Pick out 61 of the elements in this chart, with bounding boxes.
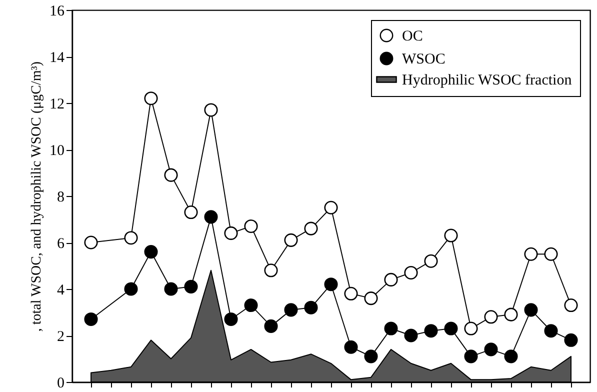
point xyxy=(404,266,418,280)
point xyxy=(224,226,238,240)
point xyxy=(444,228,458,242)
point xyxy=(564,298,578,312)
y-axis-title: , total WSOC, and hydrophilic WSOC (μgC/m³) xyxy=(30,61,44,332)
point xyxy=(524,247,538,261)
legend-label: Hydrophilic WSOC fraction xyxy=(402,72,572,88)
point xyxy=(444,322,458,336)
point xyxy=(284,303,298,317)
y-tick-label: 0 xyxy=(57,376,64,392)
y-tick-label: 4 xyxy=(57,282,65,298)
legend-label: WSOC xyxy=(402,52,446,68)
point xyxy=(384,272,398,286)
point xyxy=(404,328,418,342)
point xyxy=(504,308,518,322)
point xyxy=(344,286,358,300)
point xyxy=(464,350,478,364)
point xyxy=(344,340,358,354)
point xyxy=(84,236,98,250)
point xyxy=(364,292,378,306)
y-tick-label: 2 xyxy=(57,329,64,345)
point xyxy=(504,350,518,364)
point xyxy=(544,247,558,261)
point xyxy=(184,280,198,294)
legend-label: OC xyxy=(402,28,423,44)
point xyxy=(304,300,318,314)
point xyxy=(244,298,258,312)
y-tick-label: 14 xyxy=(50,50,65,66)
point xyxy=(424,254,438,268)
point xyxy=(164,168,178,182)
point xyxy=(564,333,578,347)
y-tick-label: 16 xyxy=(50,4,65,20)
y-tick-label: 12 xyxy=(50,96,64,112)
point xyxy=(324,278,338,292)
point xyxy=(524,303,538,317)
y-tick-label: 10 xyxy=(50,143,64,159)
point xyxy=(184,206,198,220)
point xyxy=(144,92,158,106)
point xyxy=(284,233,298,247)
point xyxy=(544,324,558,338)
point xyxy=(144,245,158,259)
point xyxy=(304,222,318,236)
point xyxy=(224,312,238,326)
y-tick-label: 8 xyxy=(57,190,64,206)
point xyxy=(364,350,378,364)
point xyxy=(164,282,178,296)
point xyxy=(484,342,498,356)
point xyxy=(124,231,138,245)
point xyxy=(84,312,98,326)
point xyxy=(264,319,278,333)
y-tick-label: 6 xyxy=(57,236,65,252)
point xyxy=(264,264,278,278)
point xyxy=(244,219,258,233)
point xyxy=(484,310,498,324)
point xyxy=(384,322,398,336)
point xyxy=(124,282,138,296)
point xyxy=(204,210,218,224)
point xyxy=(324,200,338,214)
point xyxy=(424,324,438,338)
point xyxy=(204,103,218,117)
point xyxy=(464,322,478,336)
